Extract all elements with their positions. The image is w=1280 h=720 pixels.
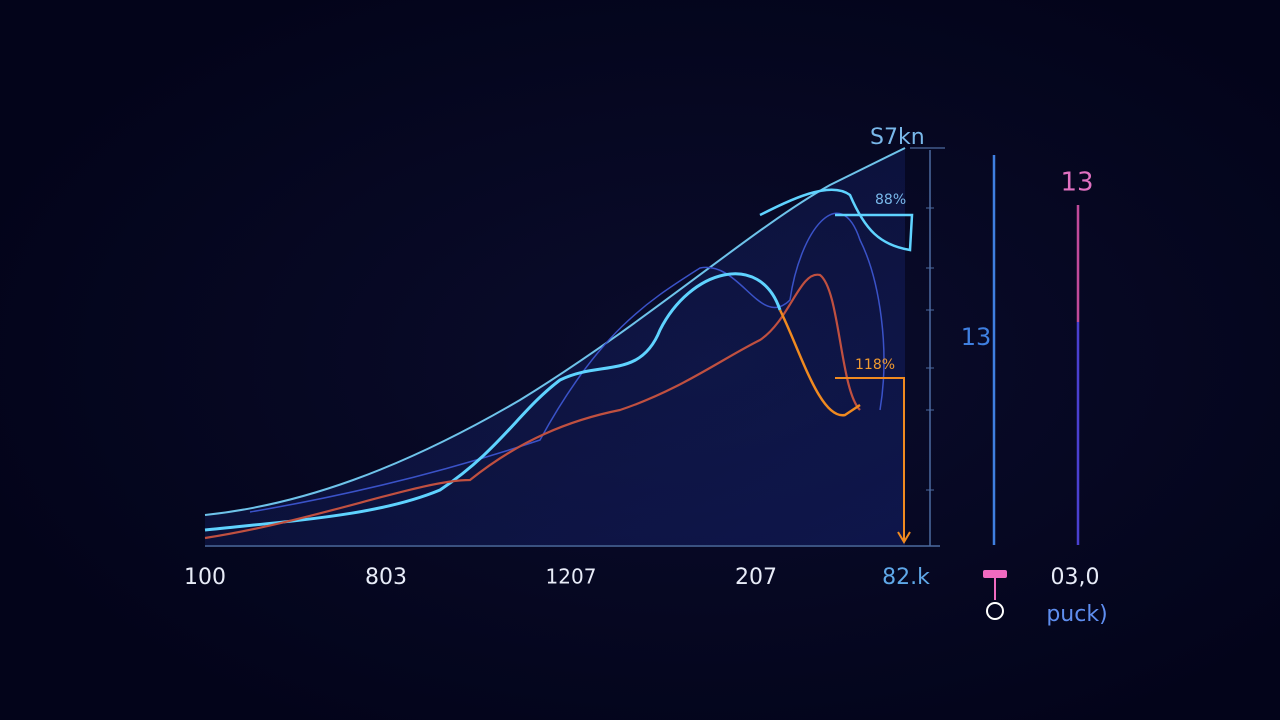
orange-arrow — [897, 531, 911, 544]
side-caption: puck) — [1046, 602, 1107, 627]
title: S7kn — [870, 125, 925, 150]
x-tick-label: 82.k — [882, 565, 930, 590]
area-fill — [205, 148, 905, 545]
orange-line — [778, 309, 861, 417]
x-tick-label: 100 — [184, 565, 226, 590]
orange-bracket — [835, 377, 905, 540]
side-top-label: 13 — [1060, 168, 1093, 198]
x-tick-label: 207 — [735, 565, 777, 590]
side-bottom-label: 03,0 — [1051, 565, 1100, 590]
x-tick-label: 1207 — [546, 565, 597, 589]
cyan-line — [204, 272, 782, 532]
cyan-peak-line — [759, 188, 914, 252]
side-middle-label: 13 — [961, 323, 992, 351]
envelope-line — [204, 147, 906, 516]
annotation: 118% — [855, 357, 895, 373]
red-line — [204, 273, 861, 540]
y-ticks — [926, 207, 934, 491]
dark-blue-line — [249, 212, 885, 513]
x-tick-label: 803 — [365, 565, 407, 590]
annotation: 88% — [875, 192, 906, 208]
side-icon — [983, 570, 1007, 620]
